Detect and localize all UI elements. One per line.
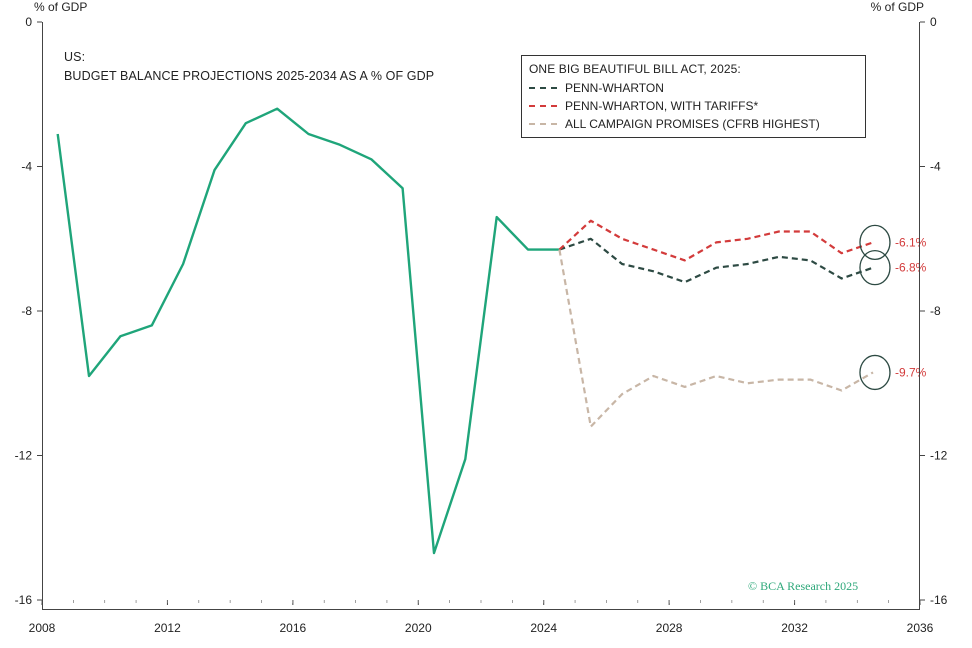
copyright-text: © BCA Research 2025 xyxy=(748,579,859,593)
data-point-penn-wharton-with-tariffs xyxy=(778,230,780,232)
x-tick-label: 2028 xyxy=(656,621,683,635)
data-point-actual xyxy=(57,133,59,135)
annotation-label: -6.1% xyxy=(895,235,927,249)
data-point-actual xyxy=(213,169,215,171)
y-tick-label-right: -4 xyxy=(930,160,941,174)
data-point-actual xyxy=(307,133,309,135)
y-tick-label-left: -16 xyxy=(15,593,33,607)
legend-item: PENN-WHARTON xyxy=(529,79,859,97)
data-point-all-campaign-promises-cfrb-highest xyxy=(558,248,560,250)
y-tick-label-right: -8 xyxy=(930,304,941,318)
x-tick-label: 2024 xyxy=(530,621,557,635)
data-point-penn-wharton-with-tariffs xyxy=(746,238,748,240)
data-point-penn-wharton-with-tariffs xyxy=(590,220,592,222)
data-point-actual xyxy=(496,216,498,218)
data-point-penn-wharton xyxy=(684,281,686,283)
data-point-penn-wharton-with-tariffs xyxy=(872,241,874,243)
data-point-penn-wharton-with-tariffs xyxy=(684,259,686,261)
data-point-penn-wharton xyxy=(590,238,592,240)
y-tick-label-left: -8 xyxy=(21,304,32,318)
data-point-penn-wharton xyxy=(778,256,780,258)
annotation-label: -9.7% xyxy=(895,365,927,379)
legend-title: ONE BIG BEAUTIFUL BILL ACT, 2025: xyxy=(529,62,741,76)
annotation-label: -6.8% xyxy=(895,261,927,275)
data-point-penn-wharton-with-tariffs xyxy=(621,238,623,240)
x-tick-label: 2036 xyxy=(907,621,934,635)
data-point-actual xyxy=(433,552,435,554)
data-point-actual xyxy=(464,458,466,460)
data-point-penn-wharton-with-tariffs xyxy=(652,248,654,250)
legend-swatch-penn-wharton-tariffs xyxy=(529,105,557,107)
y-tick-label-left: 0 xyxy=(25,15,32,29)
chart-title: US: BUDGET BALANCE PROJECTIONS 2025-2034… xyxy=(64,48,434,86)
annotation-circle xyxy=(859,249,891,286)
data-point-penn-wharton xyxy=(715,267,717,269)
data-point-actual xyxy=(151,324,153,326)
data-point-actual xyxy=(119,335,121,337)
legend-swatch-campaign xyxy=(529,123,557,125)
annotation-circle xyxy=(859,354,891,391)
data-point-actual xyxy=(402,187,404,189)
data-point-all-campaign-promises-cfrb-highest xyxy=(778,379,780,381)
data-point-penn-wharton xyxy=(746,263,748,265)
series-line-penn-wharton xyxy=(559,237,874,284)
data-point-actual xyxy=(182,263,184,265)
legend-label: PENN-WHARTON xyxy=(565,81,664,95)
legend-label: ALL CAMPAIGN PROMISES (CFRB HIGHEST) xyxy=(565,117,820,131)
data-point-penn-wharton-with-tariffs xyxy=(809,230,811,232)
x-tick-label: 2016 xyxy=(280,621,307,635)
series-line-all-campaign-promises-cfrb-highest xyxy=(558,249,874,428)
chart-title-line2: BUDGET BALANCE PROJECTIONS 2025-2034 AS … xyxy=(64,69,435,83)
y-tick-label-left: -12 xyxy=(15,449,33,463)
series-line-actual xyxy=(56,107,560,555)
data-point-all-campaign-promises-cfrb-highest xyxy=(621,393,623,395)
legend-item: ALL CAMPAIGN PROMISES (CFRB HIGHEST) xyxy=(529,115,859,133)
legend-label: PENN-WHARTON, WITH TARIFFS* xyxy=(565,99,759,113)
x-tick-label: 2020 xyxy=(405,621,432,635)
data-point-all-campaign-promises-cfrb-highest xyxy=(872,371,874,373)
data-point-penn-wharton xyxy=(872,267,874,269)
y-axis-unit-left: % of GDP xyxy=(34,0,88,14)
data-point-actual xyxy=(245,122,247,124)
legend-swatch-penn-wharton xyxy=(529,87,557,89)
data-point-all-campaign-promises-cfrb-highest xyxy=(590,426,592,428)
data-point-actual xyxy=(527,248,529,250)
series-line-penn-wharton-with-tariffs xyxy=(558,219,874,262)
data-point-actual xyxy=(339,144,341,146)
y-tick-label-right: -12 xyxy=(930,449,948,463)
x-tick-label: 2008 xyxy=(29,621,56,635)
data-point-all-campaign-promises-cfrb-highest xyxy=(684,386,686,388)
data-point-penn-wharton xyxy=(652,270,654,272)
data-point-all-campaign-promises-cfrb-highest xyxy=(746,382,748,384)
chart-title-line1: US: xyxy=(64,50,86,64)
x-tick-label: 2032 xyxy=(781,621,808,635)
data-point-penn-wharton xyxy=(841,277,843,279)
legend-item: PENN-WHARTON, WITH TARIFFS* xyxy=(529,97,859,115)
data-point-actual xyxy=(276,108,278,110)
data-point-all-campaign-promises-cfrb-highest xyxy=(809,379,811,381)
annotation-circle xyxy=(859,224,891,261)
data-point-actual xyxy=(370,158,372,160)
data-point-all-campaign-promises-cfrb-highest xyxy=(841,389,843,391)
legend: ONE BIG BEAUTIFUL BILL ACT, 2025: PENN-W… xyxy=(521,55,866,138)
data-point-penn-wharton-with-tariffs xyxy=(715,241,717,243)
y-tick-label-left: -4 xyxy=(21,160,32,174)
y-axis-unit-right: % of GDP xyxy=(870,0,924,14)
y-tick-label-right: -16 xyxy=(930,593,948,607)
x-tick-label: 2012 xyxy=(154,621,181,635)
data-point-actual xyxy=(88,375,90,377)
data-point-all-campaign-promises-cfrb-highest xyxy=(715,375,717,377)
data-point-penn-wharton-with-tariffs xyxy=(841,252,843,254)
data-point-penn-wharton xyxy=(621,263,623,265)
y-tick-label-right: 0 xyxy=(930,15,937,29)
data-point-penn-wharton xyxy=(809,259,811,261)
data-point-all-campaign-promises-cfrb-highest xyxy=(652,375,654,377)
